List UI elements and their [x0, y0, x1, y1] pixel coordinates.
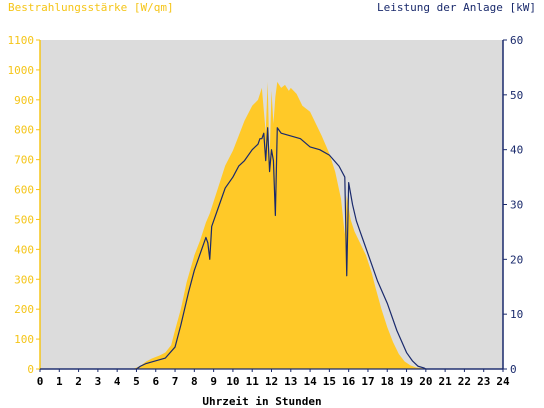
left-tick-label: 600 [14, 184, 34, 197]
right-axis-title: Leistung der Anlage [kW] [377, 1, 536, 14]
x-tick-label: 4 [114, 375, 121, 388]
x-tick-label: 23 [477, 375, 490, 388]
x-tick-label: 24 [496, 375, 510, 388]
left-tick-label: 700 [14, 154, 34, 167]
x-tick-label: 18 [381, 375, 394, 388]
left-y-axis: 0 100 200 300 400 500 600 700 800 900 1000 1100 [8, 34, 41, 376]
right-tick-label: 60 [510, 34, 523, 47]
power-line [40, 127, 503, 370]
right-tick-label: 10 [510, 308, 523, 321]
x-tick-label: 7 [172, 375, 179, 388]
x-axis-title: Uhrzeit in Stunden [202, 395, 321, 408]
x-tick-label: 3 [95, 375, 102, 388]
left-tick-label: 200 [14, 303, 34, 316]
x-axis: 0 1 2 3 4 5 6 7 8 9 10 11 12 13 14 15 16 17 18 19 20 21 22 23 24 [37, 368, 510, 388]
x-tick-label: 12 [265, 375, 278, 388]
left-tick-label: 900 [14, 94, 34, 107]
left-tick-label: 1100 [8, 34, 35, 47]
left-tick-label: 300 [14, 273, 34, 286]
x-tick-label: 20 [419, 375, 432, 388]
right-tick-label: 30 [510, 199, 523, 212]
x-tick-label: 9 [210, 375, 217, 388]
x-tick-label: 1 [56, 375, 63, 388]
left-tick-label: 0 [27, 363, 34, 376]
right-tick-label: 20 [510, 253, 523, 266]
x-tick-label: 6 [152, 375, 159, 388]
x-tick-label: 15 [323, 375, 336, 388]
left-tick-label: 500 [14, 213, 34, 226]
x-tick-label: 22 [458, 375, 471, 388]
left-tick-label: 1000 [8, 64, 35, 77]
x-tick-label: 11 [246, 375, 260, 388]
left-tick-label: 100 [14, 333, 34, 346]
right-tick-label: 40 [510, 144, 523, 157]
x-tick-label: 21 [439, 375, 453, 388]
x-tick-label: 8 [191, 375, 198, 388]
x-tick-label: 0 [37, 375, 44, 388]
x-tick-label: 5 [133, 375, 140, 388]
x-tick-label: 10 [226, 375, 239, 388]
x-tick-label: 14 [303, 375, 317, 388]
x-tick-label: 2 [75, 375, 82, 388]
irradiance-area [40, 81, 503, 369]
right-y-axis: 0 10 20 30 40 50 60 [502, 34, 523, 376]
x-tick-label: 16 [342, 375, 356, 388]
right-tick-label: 50 [510, 89, 523, 102]
right-tick-label: 0 [510, 363, 517, 376]
x-tick-label: 13 [284, 375, 297, 388]
left-axis-title: Bestrahlungsstärke [W/qm] [8, 1, 174, 14]
left-tick-label: 800 [14, 124, 34, 137]
x-tick-label: 19 [400, 375, 413, 388]
x-tick-label: 17 [361, 375, 374, 388]
left-tick-label: 400 [14, 243, 34, 256]
